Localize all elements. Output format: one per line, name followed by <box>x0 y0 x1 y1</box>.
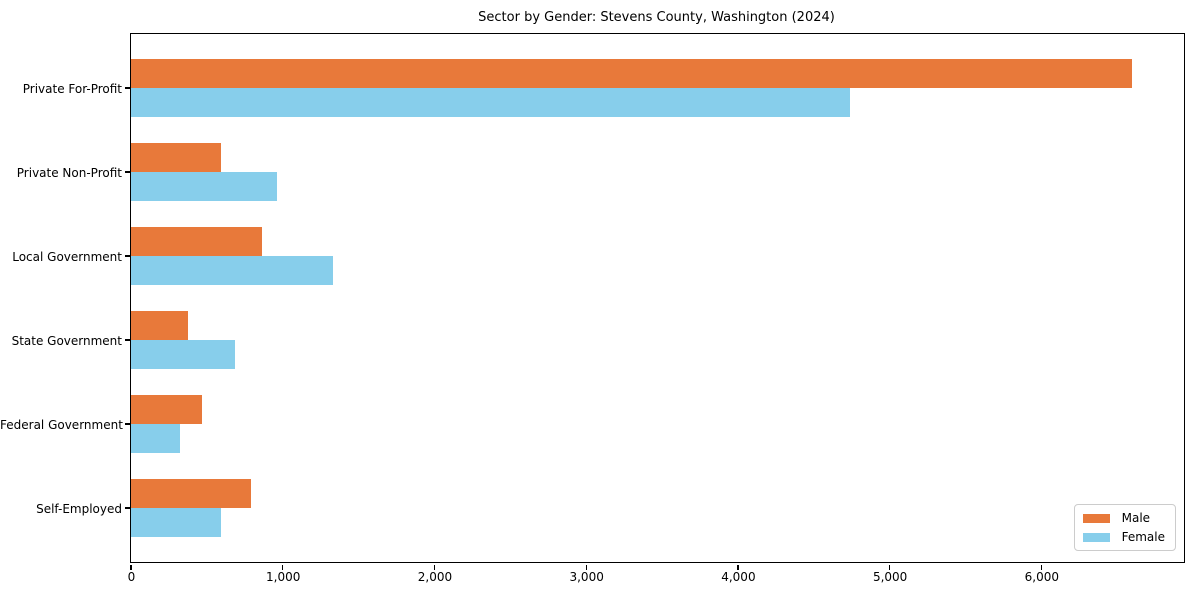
x-tick-label-2000: 2,000 <box>417 570 453 584</box>
y-tick-label-private-non-profit: Private Non-Profit <box>16 165 122 180</box>
y-tick-label-federal-government: Federal Government <box>0 417 123 432</box>
legend-label-female: Female <box>1121 530 1165 544</box>
bar-female-federal-government <box>131 424 180 453</box>
bar-female-private-non-profit <box>131 172 277 201</box>
x-tick-mark <box>889 564 891 570</box>
legend-label-male: Male <box>1121 511 1151 525</box>
legend: Male Female <box>1073 504 1176 551</box>
y-tick-label-private-for-profit: Private For-Profit <box>22 81 122 96</box>
y-tick-label-self-employed: Self-Employed <box>36 501 122 516</box>
x-tick-mark <box>1040 564 1043 570</box>
bar-male-state-government <box>131 311 188 340</box>
y-tick-label-state-government: State Government <box>11 333 122 348</box>
x-tick-label-4000: 4,000 <box>721 570 756 584</box>
chart-title: Sector by Gender: Stevens County, Washin… <box>478 10 835 25</box>
x-tick-mark <box>130 564 132 570</box>
y-tick-mark <box>124 423 130 425</box>
legend-swatch-female <box>1082 532 1110 542</box>
bar-male-local-government <box>131 227 262 256</box>
y-tick-mark <box>124 87 130 89</box>
y-tick-label-local-government: Local Government <box>12 249 122 264</box>
bar-male-federal-government <box>131 395 203 424</box>
x-tick-label-1000: 1,000 <box>266 570 301 584</box>
bar-male-self-employed <box>131 479 251 508</box>
bar-male-private-non-profit <box>131 143 221 172</box>
x-tick-mark <box>433 564 436 570</box>
x-tick-label-0: 0 <box>127 570 136 584</box>
legend-swatch-male <box>1082 513 1110 523</box>
y-tick-mark <box>124 339 130 341</box>
plot-area: Male Female <box>124 33 1185 570</box>
y-tick-mark <box>124 255 130 257</box>
x-tick-mark <box>282 564 284 570</box>
bar-female-local-government <box>131 256 333 285</box>
bar-female-private-for-profit <box>131 88 851 117</box>
y-tick-mark <box>124 171 130 173</box>
bar-female-state-government <box>131 340 235 369</box>
legend-entry-male: Male <box>1082 511 1165 525</box>
legend-entry-female: Female <box>1082 530 1165 544</box>
x-tick-mark <box>585 564 587 570</box>
bar-male-private-for-profit <box>131 59 1133 88</box>
x-tick-label-3000: 3,000 <box>569 570 604 584</box>
x-tick-label-6000: 6,000 <box>1024 570 1060 584</box>
y-tick-mark <box>124 507 130 509</box>
x-tick-label-5000: 5,000 <box>872 570 908 584</box>
x-tick-mark <box>737 564 739 570</box>
bar-female-self-employed <box>131 508 222 537</box>
